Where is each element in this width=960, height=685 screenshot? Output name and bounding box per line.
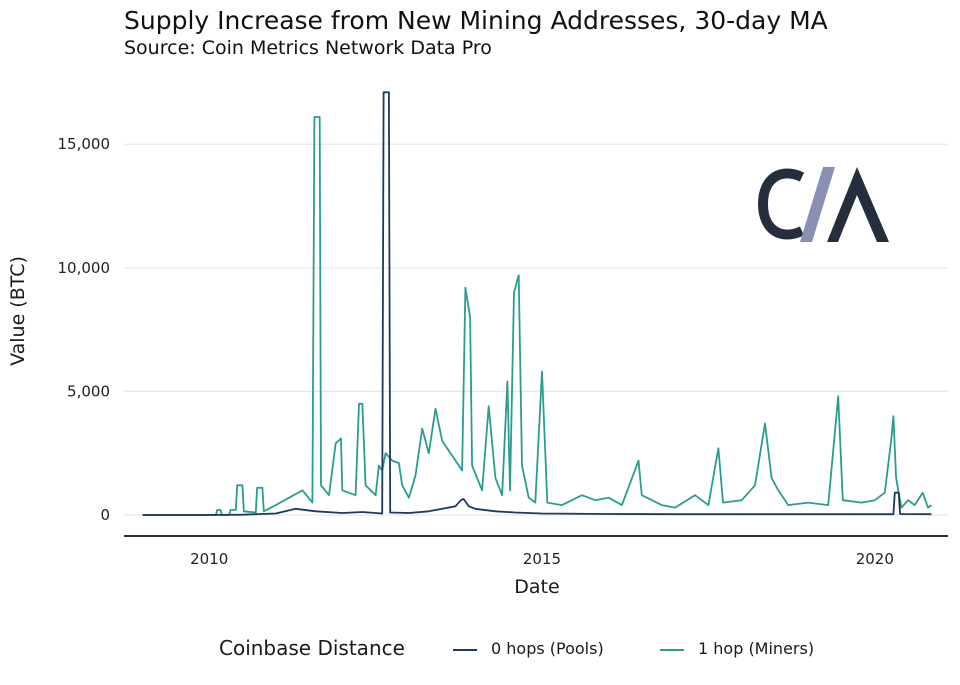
x-tick-label: 2010: [190, 550, 228, 568]
y-axis-ticks: 0 5,000 10,000 15,000: [58, 135, 111, 524]
grid: [124, 143, 948, 516]
logo-c-shape: [757, 168, 805, 240]
y-tick-label: 15,000: [58, 135, 111, 153]
y-tick-label: 5,000: [67, 382, 110, 400]
logo-accent-stroke: [800, 167, 835, 242]
x-tick-label: 2015: [523, 550, 561, 568]
y-tick-label: 10,000: [58, 259, 111, 277]
legend-item-pools: 0 hops (Pools): [453, 639, 604, 658]
legend-title: Coinbase Distance: [219, 636, 405, 660]
legend: Coinbase Distance 0 hops (Pools) 1 hop (…: [0, 634, 960, 664]
chart-title: Supply Increase from New Mining Addresse…: [124, 6, 828, 35]
legend-label-miners: 1 hop (Miners): [698, 639, 815, 658]
legend-label-pools: 0 hops (Pools): [491, 639, 604, 658]
legend-swatch-pools: [453, 648, 477, 651]
series-line-miners: [142, 116, 932, 516]
series-line-pools: [142, 91, 932, 516]
logo-m-shape: [827, 167, 889, 242]
x-tick-label: 2020: [856, 550, 894, 568]
y-tick-label: 0: [100, 506, 110, 524]
x-axis-label: Date: [514, 576, 560, 598]
chart-subtitle: Source: Coin Metrics Network Data Pro: [124, 37, 492, 59]
cm-logo: [757, 167, 889, 242]
x-axis-ticks: 2010 2015 2020: [190, 550, 894, 568]
legend-swatch-miners: [660, 648, 684, 651]
series-layer: [142, 91, 932, 516]
legend-item-miners: 1 hop (Miners): [660, 639, 814, 658]
